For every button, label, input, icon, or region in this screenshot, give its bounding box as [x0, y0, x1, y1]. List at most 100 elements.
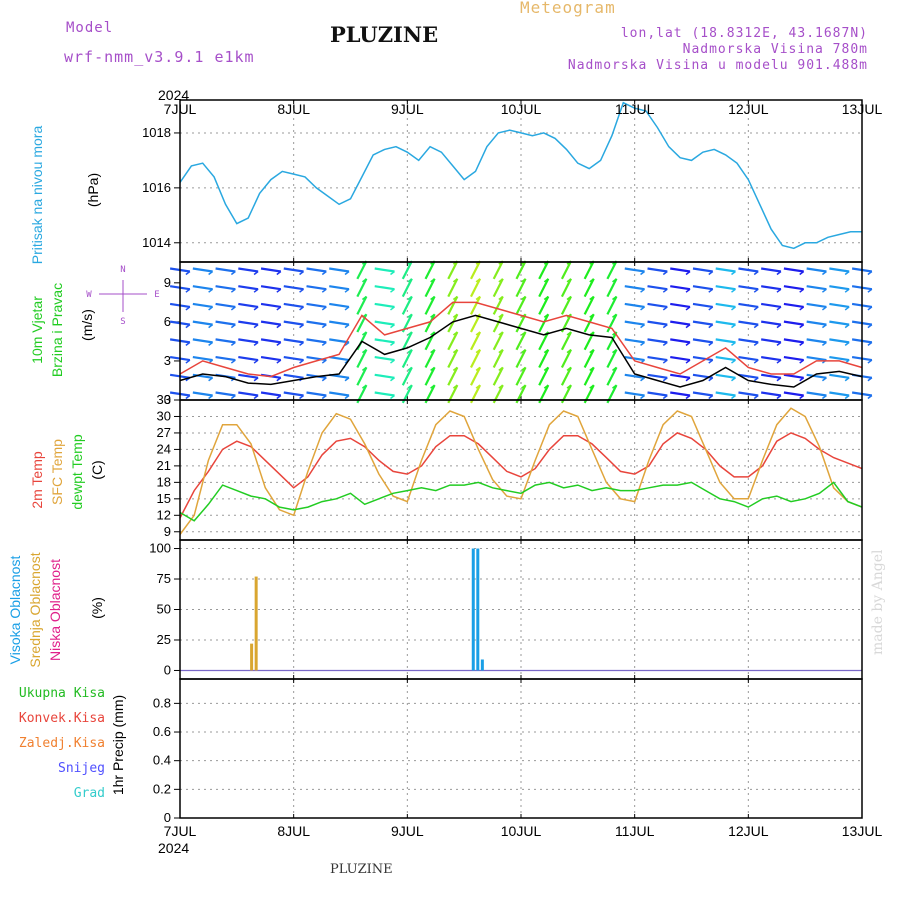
wind-arrow-head [612, 331, 617, 336]
wind-arrow-head [344, 324, 350, 329]
cloud-bar [254, 576, 258, 671]
wind-arrow [538, 331, 550, 351]
wind-arrow-head [185, 306, 191, 311]
wind-arrow-head [844, 288, 850, 293]
wind-arrow [260, 391, 281, 397]
sfc-temp-line [179, 407, 863, 535]
wind-arrow [538, 278, 550, 298]
wind-arrow [624, 285, 645, 291]
wind-arrow [670, 338, 691, 344]
wind-arrow [447, 313, 459, 333]
wind-arrow [806, 338, 827, 344]
wind-arrow [238, 267, 259, 273]
wind-arrow [283, 338, 304, 344]
wind-arrow-head [708, 288, 714, 293]
wind-arrow [374, 338, 395, 344]
wind-arrow [306, 285, 327, 291]
wind-arrow-head [662, 324, 668, 329]
wind-arrow [829, 373, 850, 379]
wind-arrow [374, 302, 395, 309]
wind-arrow-head [821, 270, 827, 276]
compass-e-label: E [154, 290, 159, 300]
wind-arrow-head [208, 394, 214, 400]
wind-gust-line [179, 301, 863, 378]
wind-arrow [606, 349, 618, 368]
wind-arrow-head [867, 306, 873, 311]
wind-arrow [806, 267, 827, 273]
wind-arrow-head [390, 270, 395, 276]
wind-arrow [829, 320, 850, 326]
wind-arrow [829, 302, 850, 309]
wind-arrow-head [452, 313, 458, 318]
wind-arrow [738, 285, 759, 291]
dewpt-axis-label: dewpt Temp [69, 434, 85, 509]
wind-arrow [306, 267, 327, 273]
wind-arrow-head [753, 324, 759, 329]
wind-arrow [374, 267, 395, 273]
wind-arrow-head [498, 366, 504, 371]
wind-arrow [829, 391, 850, 397]
model-label: Model [66, 20, 114, 36]
wind-arrow-head [612, 366, 617, 371]
wind-arrow-head [253, 288, 259, 293]
y-tick-label: 0 [164, 392, 171, 407]
wind-arrow [738, 355, 759, 362]
wind-arrow [806, 302, 827, 309]
wind-arrow [424, 260, 436, 280]
wind-arrow-head [708, 377, 714, 382]
wind-arrow-head [276, 270, 282, 276]
wind-arrow-head [708, 359, 714, 364]
wind-arrow-head [498, 331, 504, 336]
x-tick-label-top: 8JUL [277, 101, 310, 117]
wind-arrow-head [361, 366, 367, 371]
pressure-unit-label: (hPa) [85, 173, 101, 207]
wind-arrow [606, 366, 618, 386]
wind-arrow-head [253, 270, 259, 276]
wind-arrow [670, 355, 691, 362]
wind-arrow [761, 391, 782, 397]
wind-arrow-head [844, 270, 850, 276]
wind-arrow-head [253, 394, 259, 400]
wind-arrow-head [390, 377, 395, 382]
wind-arrow-head [867, 341, 873, 346]
wind-arrow [624, 373, 645, 379]
wind-arrow-head [344, 306, 350, 311]
wind-arrow [538, 313, 550, 333]
wind-arrow [583, 313, 595, 333]
wind-arrow-head [230, 359, 236, 364]
wind-arrow-head [589, 384, 595, 389]
y-tick-label: 100 [149, 541, 171, 556]
wind-arrow-head [844, 324, 850, 329]
wind-arrow [356, 296, 368, 315]
wind-arrow-head [799, 377, 805, 382]
wind-arrow [260, 285, 281, 291]
wind-arrow [356, 349, 368, 368]
wind-arrow-head [685, 324, 691, 329]
wind-arrow [738, 391, 759, 397]
wind-arrow-head [566, 295, 572, 301]
y-tick-label: 9 [164, 524, 171, 539]
wind-arrow-head [543, 349, 549, 354]
wind-arrow [238, 285, 259, 291]
compass-s-label: S [120, 317, 125, 327]
wind-arrow [401, 349, 413, 368]
wind-arrow-head [708, 341, 714, 346]
wind-arrow [447, 366, 459, 386]
wind-arrow [806, 320, 827, 326]
wind-arrow-head [361, 384, 367, 389]
legend-snow: Snijeg [58, 761, 105, 776]
wind-arrow-head [612, 295, 617, 301]
wind-arrow-head [589, 278, 595, 283]
wind-arrow [447, 278, 459, 298]
wind-arrow-head [208, 377, 214, 382]
wind-arrow-head [390, 288, 395, 293]
wind-arrow [515, 349, 527, 368]
wind-arrow [470, 260, 482, 280]
wind-arrow [283, 355, 304, 362]
wind-arrow [515, 331, 527, 351]
wind-arrow-head [185, 270, 191, 276]
wind-arrow-head [640, 394, 646, 400]
wind-arrow-head [452, 295, 458, 301]
wind-arrow-head [361, 349, 367, 354]
wind-unit-label: (m/s) [79, 309, 95, 341]
